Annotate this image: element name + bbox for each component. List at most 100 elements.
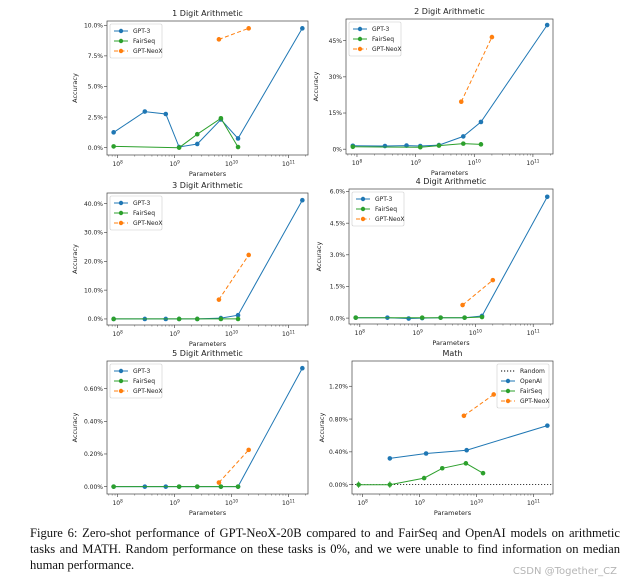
y-tick-label: 0.0% — [88, 145, 104, 152]
data-point — [300, 197, 305, 203]
data-point — [111, 484, 116, 489]
chart-panel-5: 5 Digit Arithmetic Parameters Accuracy 0.00… — [71, 349, 309, 517]
data-point — [111, 144, 116, 149]
data-point — [461, 413, 467, 419]
legend-label: GPT-3 — [372, 26, 390, 33]
data-point — [544, 22, 550, 28]
series-fairseq — [111, 115, 241, 150]
legend: Random OpenAI FairSeq GPT-NeoX — [496, 363, 550, 409]
series-fairseq — [111, 316, 241, 322]
x-tick-exponent: 8 — [362, 329, 365, 334]
x-tick-label: 108 — [112, 330, 123, 339]
x-tick-label: 1011 — [282, 330, 295, 339]
y-tick-label: 30.0% — [84, 230, 103, 237]
legend-label: FairSeq — [133, 378, 155, 385]
x-axis-label: Parameters — [431, 169, 469, 177]
x-tick-label: 1010 — [469, 329, 482, 338]
x-tick-exponent: 10 — [233, 330, 239, 335]
legend-item: FairSeq — [353, 36, 394, 43]
y-tick-label: 0.20% — [84, 451, 103, 458]
series-openai — [387, 423, 550, 461]
x-tick-base: 10 — [112, 331, 120, 338]
data-point — [382, 143, 388, 149]
series-fairseq — [356, 461, 486, 488]
axes-frame — [106, 360, 309, 495]
legend-swatch-marker — [505, 388, 511, 394]
data-point — [218, 316, 224, 322]
axes-frame — [345, 18, 554, 155]
x-tick-exponent: 9 — [177, 160, 180, 165]
y-tick-label: 4.5% — [330, 220, 346, 227]
legend: GPT-3 FairSeq GPT-NeoX — [109, 363, 163, 399]
x-tick-exponent: 8 — [120, 499, 123, 504]
legend-item: FairSeq — [501, 388, 542, 395]
x-tick-label: 1011 — [527, 499, 540, 508]
data-point — [246, 26, 251, 31]
data-point — [489, 34, 495, 40]
data-point — [218, 115, 224, 121]
series-line — [463, 394, 494, 417]
y-tick-label: 15% — [329, 110, 343, 117]
x-tick-label: 109 — [414, 499, 425, 508]
legend-item: FairSeq — [114, 38, 155, 45]
y-tick-label: 40.0% — [84, 201, 103, 208]
legend-label: FairSeq — [372, 36, 394, 43]
data-point — [460, 134, 466, 139]
data-point — [460, 141, 466, 146]
y-tick-label: 1.20% — [329, 383, 348, 390]
y-tick-label: 20.0% — [84, 259, 103, 266]
chart-title: 1 Digit Arithmetic — [172, 9, 243, 18]
legend-item: GPT-NeoX — [356, 216, 405, 223]
legend-swatch-marker — [118, 38, 124, 44]
series-gpt-neox — [216, 447, 251, 485]
x-tick-exponent: 10 — [233, 499, 239, 504]
x-tick-exponent: 11 — [290, 499, 296, 504]
data-point — [300, 365, 305, 371]
data-point — [194, 141, 200, 147]
x-tick-label: 108 — [352, 159, 363, 168]
data-point — [235, 144, 241, 150]
series-line — [352, 24, 548, 147]
data-point — [216, 480, 222, 485]
x-axis-label: Parameters — [189, 509, 227, 517]
series-line — [113, 117, 239, 149]
watermark: CSDN @Together_CZ — [512, 566, 617, 577]
legend-swatch-marker — [118, 368, 124, 374]
x-tick-exponent: 11 — [534, 329, 540, 334]
x-tick-label: 109 — [169, 160, 180, 169]
chart-panel-2: 2 Digit Arithmetic Parameters Accuracy 0% 15… — [312, 7, 554, 177]
y-tick-label: 0.0% — [88, 316, 104, 323]
y-tick-label: 1.5% — [330, 284, 346, 291]
data-point — [163, 111, 169, 117]
legend-swatch-marker — [118, 48, 124, 54]
chart-title: 5 Digit Arithmetic — [172, 349, 243, 358]
series-line — [218, 254, 250, 300]
legend-label: GPT-NeoX — [372, 46, 402, 53]
data-point — [438, 315, 443, 320]
data-point — [417, 144, 423, 150]
legend-label: Random — [520, 368, 545, 375]
legend-item: GPT-3 — [353, 26, 390, 33]
x-tick-exponent: 8 — [359, 159, 362, 164]
y-tick-label: 6.0% — [330, 189, 346, 196]
x-tick-exponent: 9 — [418, 159, 421, 164]
data-point — [406, 316, 411, 321]
x-tick-exponent: 11 — [535, 499, 541, 504]
x-tick-label: 109 — [169, 499, 180, 508]
y-tick-label: 0.80% — [329, 416, 348, 423]
data-point — [419, 315, 425, 320]
y-tick-label: 0.0% — [330, 315, 346, 322]
legend-item: GPT-NeoX — [501, 398, 550, 405]
legend-item: GPT-3 — [114, 28, 151, 35]
data-point — [194, 131, 200, 137]
legend-swatch-marker — [505, 378, 511, 384]
chart-panel-3: 3 Digit Arithmetic Parameters Accuracy 0.0%… — [71, 181, 309, 348]
x-axis-label: Parameters — [434, 509, 472, 517]
legend: GPT-3 FairSeq GPT-NeoX — [351, 191, 405, 227]
legend-item: OpenAI — [501, 378, 542, 385]
series-gpt-neox — [216, 252, 251, 302]
x-tick-exponent: 11 — [534, 159, 540, 164]
data-point — [544, 194, 550, 200]
data-point — [350, 144, 356, 150]
legend-box — [496, 363, 550, 409]
